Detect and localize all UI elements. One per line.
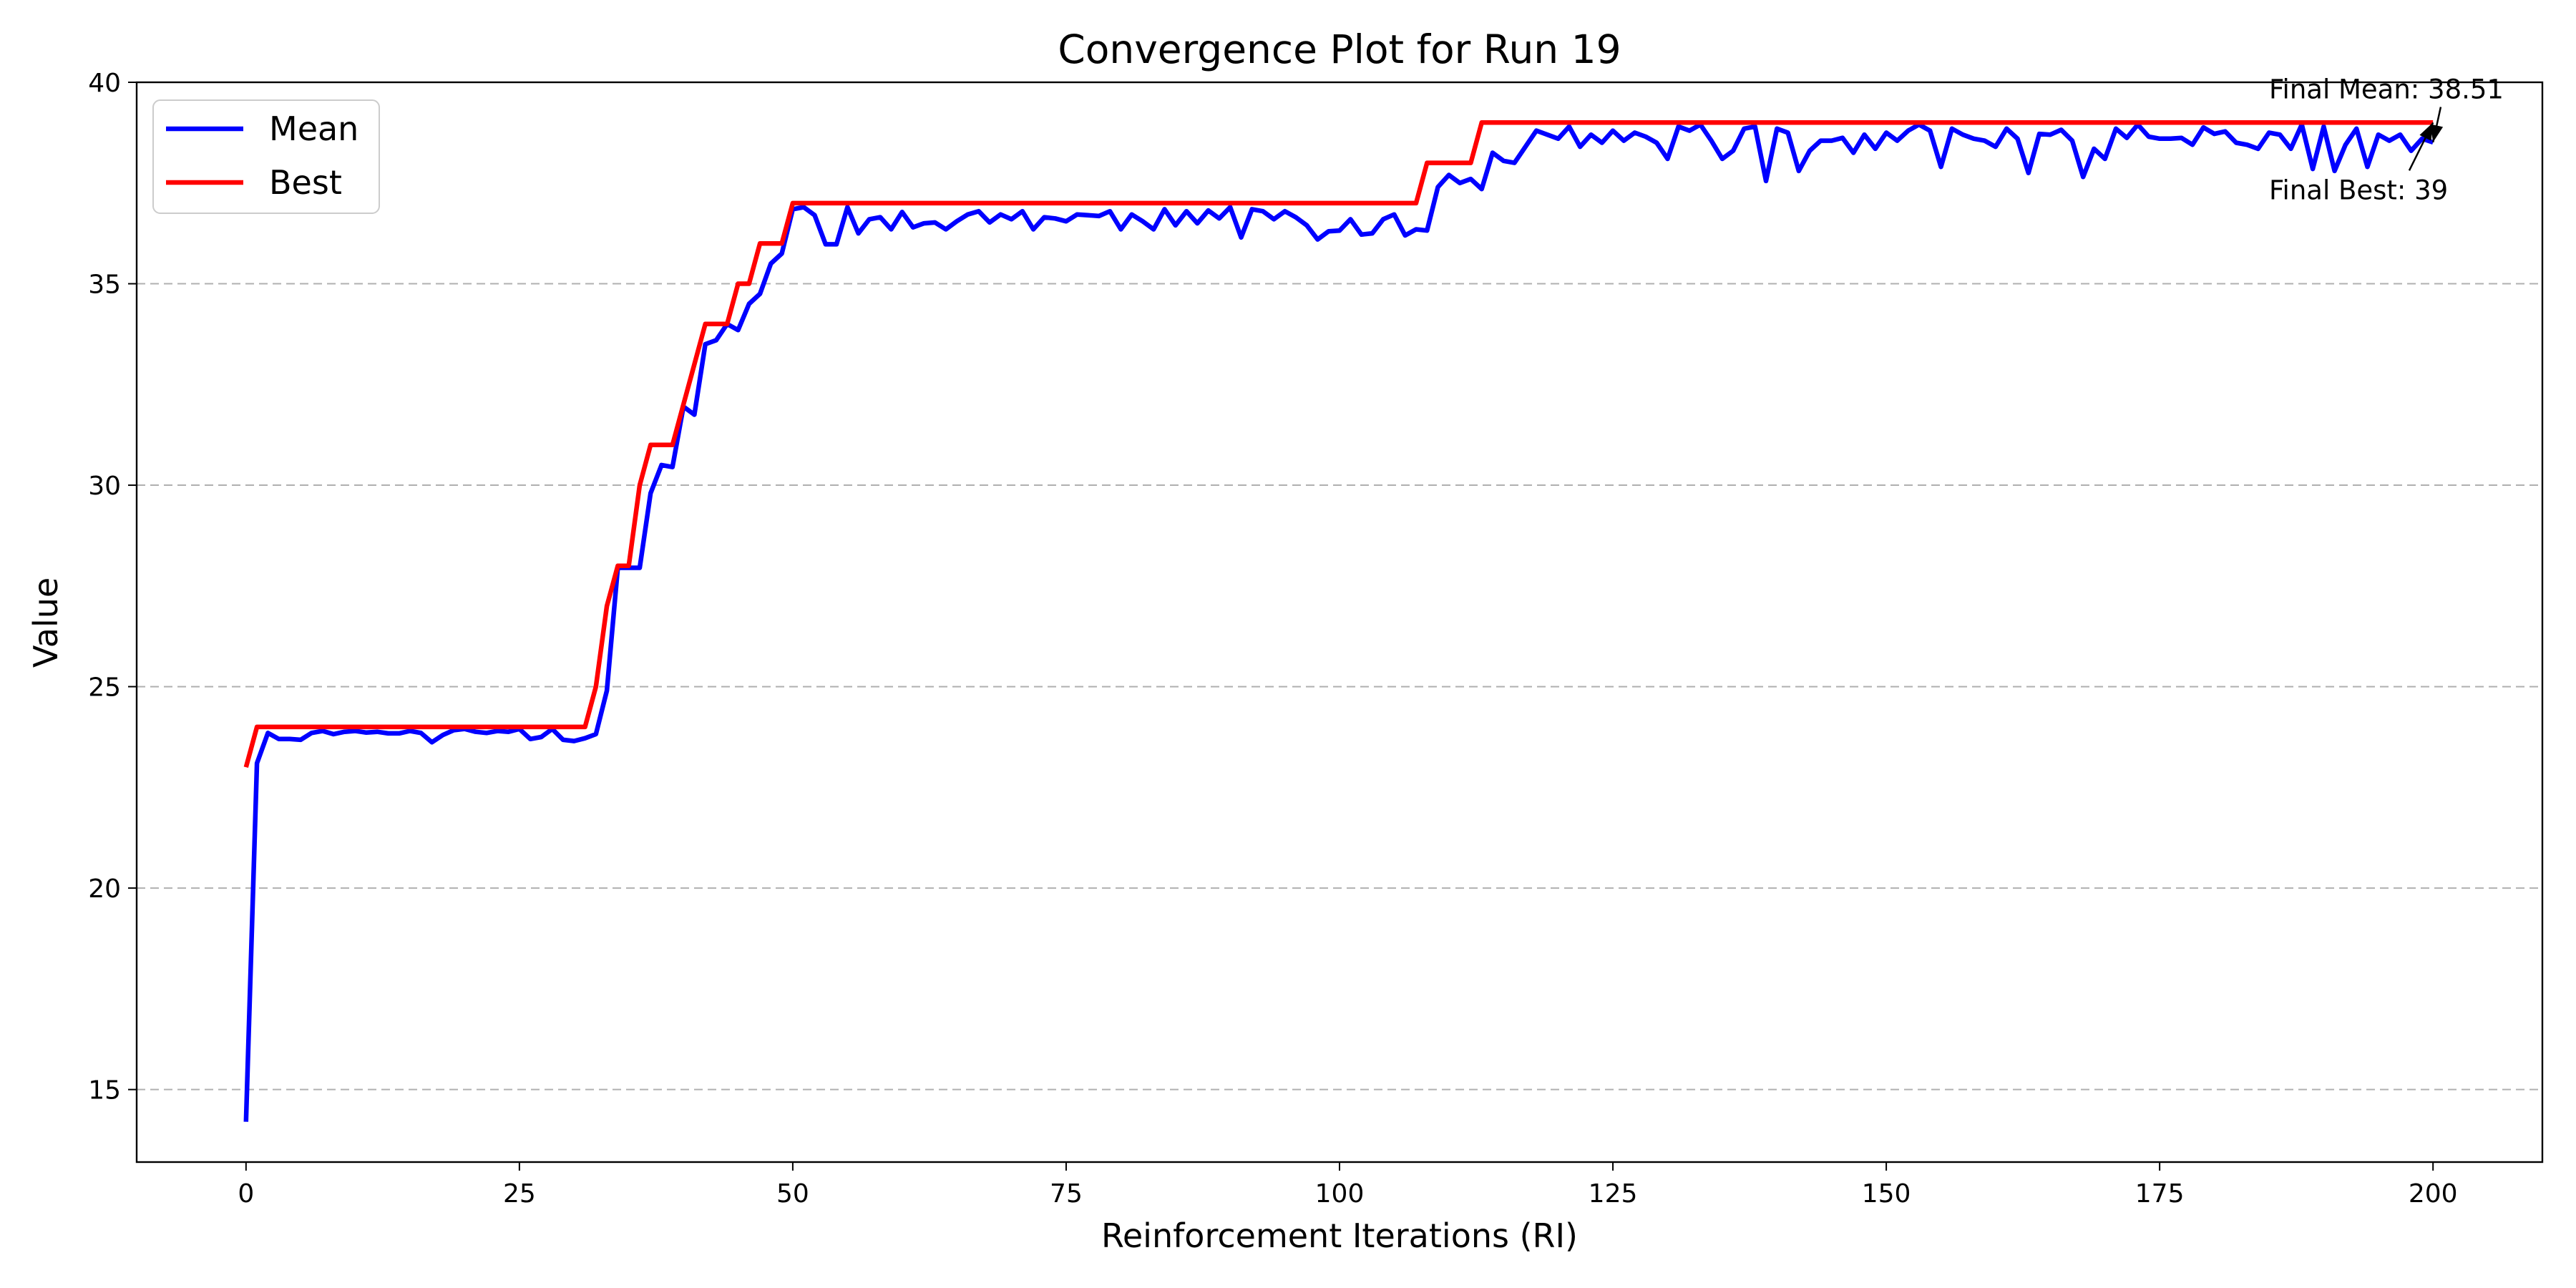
x-tick-label: 25 [503, 1179, 536, 1209]
series-line-mean [243, 122, 2434, 1122]
chart-title: Convergence Plot for Run 19 [1058, 26, 1621, 72]
annotation-arrow-head [2419, 122, 2434, 141]
x-tick-label: 0 [238, 1179, 254, 1209]
legend-label-best: Best [269, 163, 342, 202]
x-tick-label: 175 [2135, 1179, 2185, 1209]
series-layer [243, 120, 2434, 1122]
x-tick-label: 150 [1862, 1179, 1911, 1209]
y-tick-label: 40 [88, 69, 121, 98]
y-tick-label: 30 [88, 472, 121, 501]
y-tick-label: 35 [88, 270, 121, 300]
legend-label-mean: Mean [269, 109, 358, 148]
annotations: Final Mean: 38.51 Final Best: 39 [2269, 74, 2504, 206]
x-tick-label: 50 [776, 1179, 809, 1209]
annotation-arrow-head [2430, 124, 2444, 142]
y-tick-label: 25 [88, 673, 121, 703]
annotation-label: Final Mean: 38.51 [2269, 74, 2504, 105]
x-tick-label: 125 [1589, 1179, 1638, 1209]
y-tick-label: 20 [88, 874, 121, 904]
x-tick-label: 100 [1315, 1179, 1365, 1209]
x-axis-title: Reinforcement Iterations (RI) [1101, 1216, 1578, 1255]
legend: Mean Best [152, 99, 380, 214]
grid-lines [137, 283, 2542, 1091]
series-line-best [243, 120, 2434, 769]
axis-ticks: 15 20 25 30 35 40 0 25 50 75 100 125 150 175 200 [88, 69, 2457, 1209]
y-axis-title: Value [26, 577, 65, 668]
annotation-label: Final Best: 39 [2269, 175, 2448, 205]
x-tick-label: 200 [2409, 1179, 2458, 1209]
x-tick-label: 75 [1050, 1179, 1083, 1209]
y-tick-label: 15 [88, 1076, 121, 1106]
